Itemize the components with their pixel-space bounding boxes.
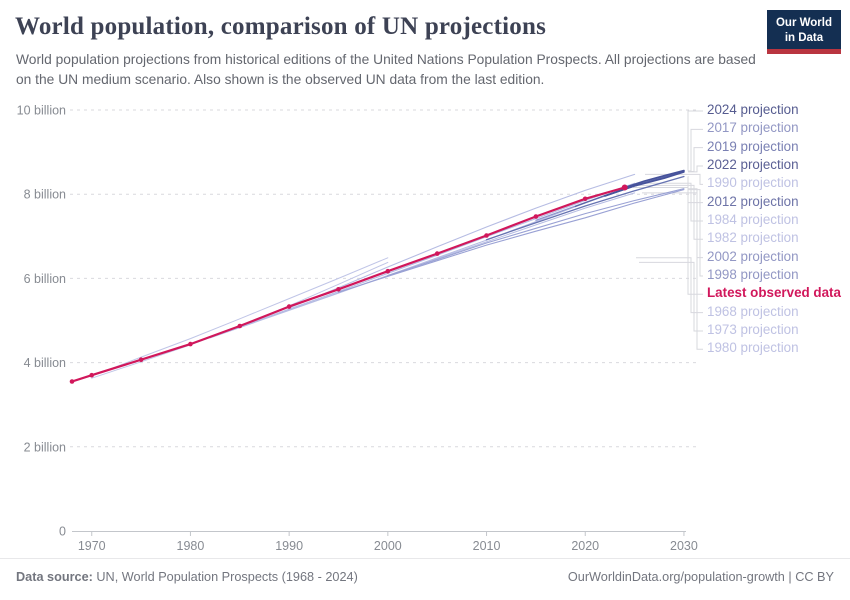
legend-label-1984-projection[interactable]: 1984 projection [707, 211, 799, 227]
series-point-latest-observed-data-1968[interactable] [69, 379, 75, 384]
footer: Data source: UN, World Population Prospe… [0, 558, 850, 584]
legend-connector-2002-projection [687, 188, 703, 259]
legend-label-1980-projection[interactable]: 1980 projection [707, 340, 799, 356]
owid-logo-line2: in Data [784, 31, 824, 44]
legend-connector-2022-projection [687, 165, 703, 173]
legend-label-2022-projection[interactable]: 2022 projection [707, 156, 799, 172]
series-line-2024-projection[interactable] [623, 169, 685, 189]
legend-label-1998-projection[interactable]: 1998 projection [707, 266, 799, 282]
series-point-latest-observed-data-2000[interactable] [385, 268, 391, 274]
series-line-2002-projection[interactable] [387, 188, 685, 277]
owid-logo[interactable]: Our World in Data [766, 10, 841, 55]
legend-connector-1982-projection [639, 184, 703, 240]
series-point-latest-observed-data-2015[interactable] [533, 214, 539, 219]
y-axis-label-8-billion: 8 billion [24, 188, 66, 202]
series-point-latest-observed-data-1995[interactable] [336, 287, 341, 292]
x-axis-label-2030: 2030 [670, 539, 698, 553]
legend-label-2012-projection[interactable]: 2012 projection [707, 193, 799, 209]
page-title: World population, comparison of UN proje… [15, 13, 547, 40]
legend-label-2019-projection[interactable]: 2019 projection [707, 138, 799, 154]
series-line-1982-projection[interactable] [209, 184, 636, 339]
chart-canvas: 0 2 billion 4 billion 6 billion 8 billion 10 … [17, 104, 703, 553]
y-axis-label-0: 0 [59, 525, 66, 539]
x-axis-label-1990: 1990 [275, 539, 303, 553]
x-axis-label-2020: 2020 [571, 539, 599, 553]
y-axis-label-4-billion: 4 billion [24, 356, 66, 370]
legend-connector-1973-projection [639, 261, 703, 332]
chart-area: 0 2 billion 4 billion 6 billion 8 billion 10 … [0, 95, 850, 560]
series-point-latest-observed-data-2005[interactable] [434, 251, 440, 256]
footer-link[interactable]: OurWorldinData.org/population-growth | C… [567, 570, 834, 584]
owid-logo-line1: Our World [775, 17, 832, 29]
legend-label-2017-projection[interactable]: 2017 projection [707, 120, 799, 136]
series-line-1990-projection[interactable] [288, 173, 636, 309]
series-line-1968-projection[interactable] [91, 257, 389, 377]
legend-label-1973-projection[interactable]: 1973 projection [707, 321, 799, 337]
legend-label-2002-projection[interactable]: 2002 projection [707, 248, 799, 264]
series-line-2012-projection[interactable] [485, 175, 685, 241]
legend-label-1990-projection[interactable]: 1990 projection [707, 175, 799, 191]
legend-connector-2019-projection [687, 147, 703, 172]
series-point-latest-observed-data-1975[interactable] [138, 357, 144, 363]
data-source-label: Data source: [16, 570, 93, 584]
series-point-latest-observed-data-2010[interactable] [484, 233, 489, 238]
legend-connector-1980-projection [642, 192, 703, 350]
x-axis-label-2010: 2010 [473, 539, 501, 553]
series-line-2022-projection[interactable] [604, 171, 685, 197]
x-axis-label-1980: 1980 [177, 539, 205, 553]
data-source-text: UN, World Population Prospects (1968 - 2… [96, 570, 358, 584]
y-axis-label-10-billion: 10 billion [17, 104, 66, 118]
legend-label-1982-projection[interactable]: 1982 projection [707, 230, 799, 246]
page-subtitle: World population projections from histor… [16, 52, 756, 87]
legend-connectors [633, 110, 703, 350]
series-point-latest-observed-data-1970[interactable] [89, 372, 94, 378]
legend-connector-1998-projection [687, 189, 703, 277]
legend-connector-2017-projection [687, 128, 703, 172]
x-axis-label-2000: 2000 [374, 539, 402, 553]
series-point-latest-observed-data-1990[interactable] [286, 304, 292, 309]
legend-label-1968-projection[interactable]: 1968 projection [707, 303, 799, 319]
series-point-latest-observed-data-2020[interactable] [582, 196, 588, 202]
legend-connector-2024-projection [687, 110, 703, 172]
data-source: Data source: UN, World Population Prospe… [16, 570, 358, 584]
series-line-1984-projection[interactable] [229, 182, 636, 332]
legend-label-2024-projection[interactable]: 2024 projection [707, 102, 799, 117]
y-axis-label-2-billion: 2 billion [24, 440, 66, 454]
series-point-latest-observed-data-1980[interactable] [188, 341, 193, 347]
legend-connector-1968-projection [636, 257, 703, 314]
legend-label-latest-observed-data[interactable]: Latest observed data [707, 285, 841, 301]
y-axis-label-6-billion: 6 billion [24, 272, 66, 286]
series-line-1998-projection[interactable] [337, 189, 685, 293]
x-axis-label-1970: 1970 [78, 539, 106, 553]
series-point-latest-observed-data-1985[interactable] [237, 323, 243, 329]
legend-connector-latest-observed-data [633, 186, 703, 295]
series-point-latest-observed-data-2024[interactable] [621, 184, 628, 191]
